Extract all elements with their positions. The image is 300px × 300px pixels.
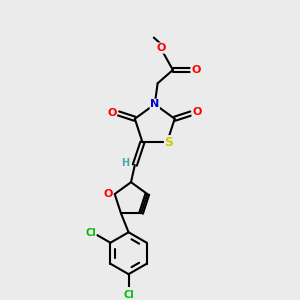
Text: O: O [103,189,113,199]
Text: H: H [121,158,129,168]
Text: Cl: Cl [85,228,96,238]
Text: S: S [164,136,173,149]
Text: O: O [157,43,166,53]
Text: O: O [107,107,116,118]
Text: Cl: Cl [123,290,134,300]
Text: O: O [192,106,201,116]
Text: O: O [191,65,200,75]
Text: N: N [150,99,159,109]
